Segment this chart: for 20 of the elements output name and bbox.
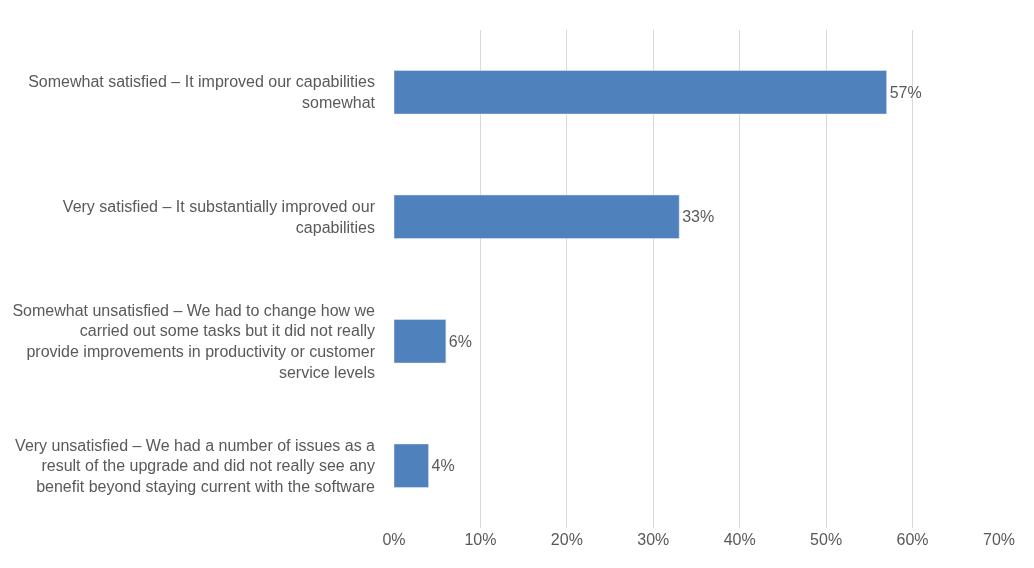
x-tick-label: 20% [550, 531, 583, 548]
x-tick-label: 10% [464, 531, 497, 548]
bar [394, 70, 887, 115]
x-tick-label: 60% [896, 531, 929, 548]
data-label: 4% [431, 457, 455, 475]
bar [394, 443, 429, 488]
data-label: 33% [682, 208, 715, 226]
x-tick-label: 40% [723, 531, 756, 548]
data-label: 57% [889, 83, 922, 101]
y-tick-label: Very satisfied – It substantially improved our capabilities [62, 197, 376, 236]
y-tick-label: Somewhat unsatisfied – We had to change how we carried out some tasks but it did not really provide improvements in productivity or customer service levels [12, 301, 376, 382]
y-tick-label: Very unsatisfied – We had a number of issues as a result of the upgrade and did not really see any benefit beyond staying current with the software [15, 436, 376, 496]
x-tick-label: 30% [637, 531, 670, 548]
bar [394, 319, 447, 364]
y-tick-label: Somewhat satisfied – It improved our capabilities somewhat [28, 73, 376, 112]
x-tick-label: 70% [982, 531, 1016, 548]
x-tick-label: 50% [810, 531, 843, 548]
data-label: 6% [448, 332, 472, 350]
x-tick-label: 0% [382, 531, 406, 548]
bar [394, 194, 680, 239]
